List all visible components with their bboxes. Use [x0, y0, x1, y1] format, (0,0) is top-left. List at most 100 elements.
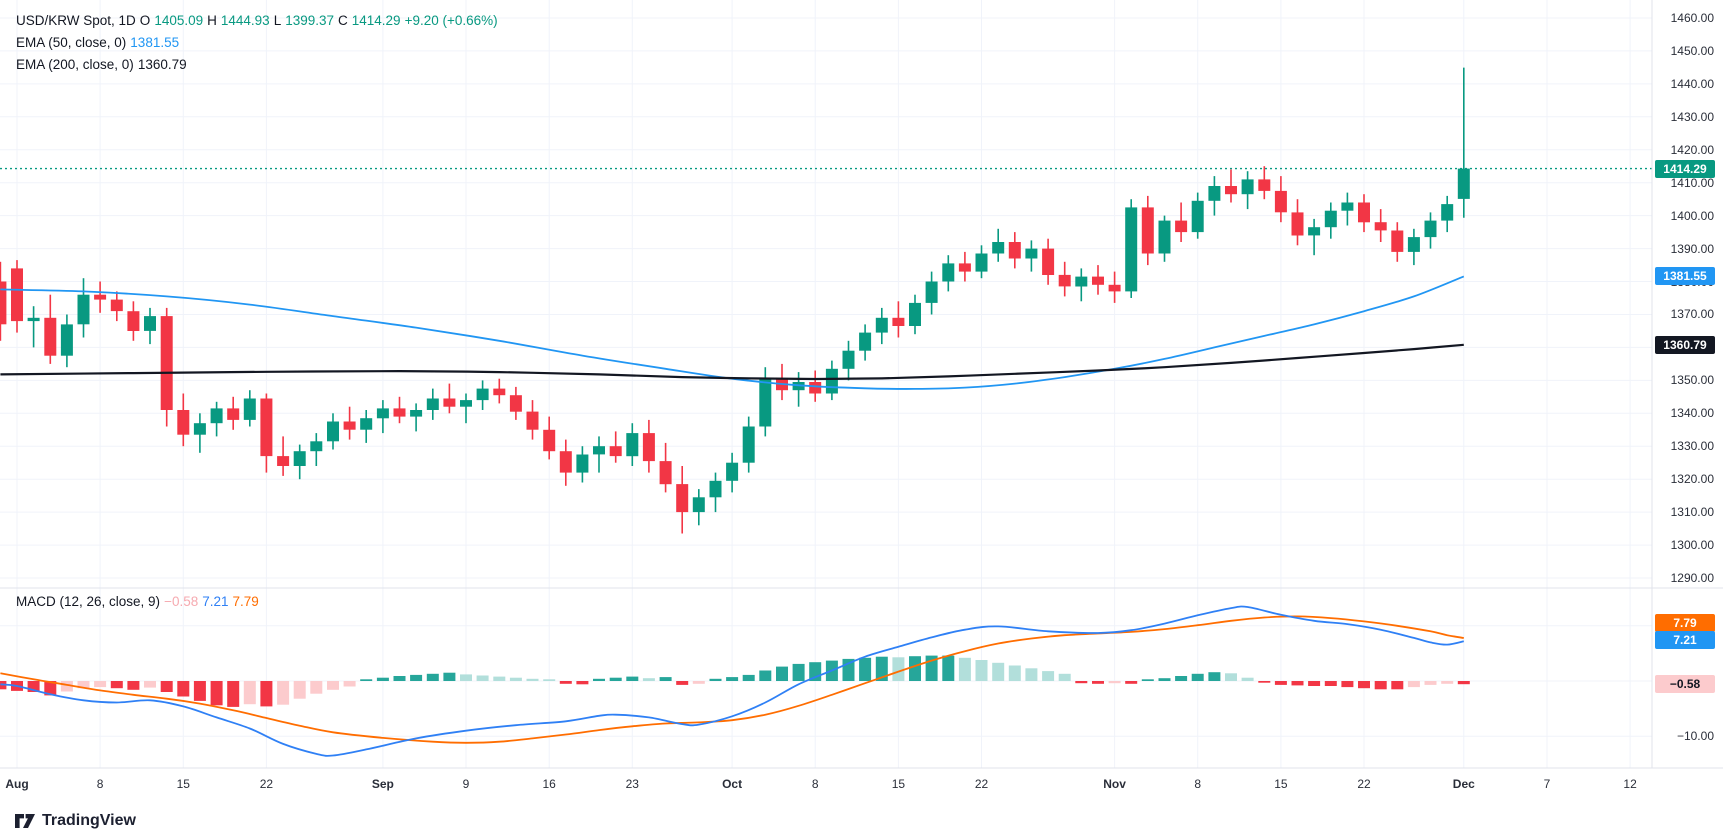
time-tick-label: 8 [96, 777, 104, 791]
macd-histogram-bar [543, 679, 556, 681]
macd-histogram-bar [177, 681, 190, 697]
macd-histogram-bar [742, 674, 755, 681]
macd-histogram-bar [726, 677, 739, 681]
symbol-title[interactable]: USD/KRW Spot, 1D [16, 13, 136, 28]
macd-histogram-bar [193, 681, 206, 701]
candle-body [160, 316, 173, 410]
candle-body [1208, 186, 1221, 201]
price-tick-label: 1340.00 [1670, 406, 1714, 421]
candle-body [626, 433, 639, 457]
ema200-value: 1360.79 [137, 57, 187, 72]
time-tick-label: 8 [811, 777, 819, 791]
candle-body [892, 317, 905, 326]
price-tick-label: 1330.00 [1670, 439, 1714, 454]
time-tick-label: 15 [1274, 777, 1288, 791]
macd-histogram-bar [759, 670, 772, 681]
candle-body [11, 268, 23, 322]
price-tick-label: 1400.00 [1670, 208, 1714, 223]
macd-histogram-bar [1324, 681, 1337, 686]
macd-legend: MACD (12, 26, close, 9) −0.58 7.21 7.79 [16, 591, 263, 613]
candle-body [1141, 207, 1154, 254]
price-axis-badge: 1381.55 [1655, 267, 1715, 286]
time-tick-label: Oct [722, 777, 743, 791]
macd-histogram-bar [144, 681, 156, 688]
price-axis-badge: 1414.29 [1655, 159, 1715, 178]
candle-body [1158, 220, 1171, 254]
macd-histogram-bar [1058, 673, 1071, 681]
time-tick-label: Nov [1103, 777, 1126, 791]
macd-histogram-bar [260, 681, 273, 707]
macd-axis-badge: −0.58 [1655, 675, 1715, 693]
ema200-label[interactable]: EMA (200, close, 0) [16, 57, 134, 72]
ema200-line [0, 343, 1464, 381]
macd-label[interactable]: MACD (12, 26, close, 9) [16, 594, 161, 609]
candle-body [1241, 179, 1254, 195]
macd-histogram-bar [1075, 681, 1088, 684]
macd-histogram-bar [460, 674, 472, 681]
tradingview-logo[interactable]: TradingView [14, 811, 136, 831]
candle-body [1191, 200, 1204, 233]
macd-histogram-bar [892, 657, 905, 681]
macd-histogram-bar [393, 676, 406, 681]
macd-histogram-bar [909, 656, 921, 681]
price-tick-label: 1420.00 [1670, 142, 1714, 157]
candle-body [410, 410, 423, 417]
candle-body [227, 408, 240, 420]
candle-body [825, 368, 838, 394]
macd-histogram-bar [1341, 681, 1354, 688]
time-tick-label: Sep [371, 777, 394, 791]
macd-histogram-bar [1191, 673, 1204, 681]
candle-body [692, 497, 705, 513]
time-tick-label: 12 [1623, 777, 1637, 791]
candle-body [509, 395, 522, 412]
price-tick-label: 1310.00 [1670, 505, 1714, 520]
candle-body [709, 480, 722, 498]
candle-body [1058, 274, 1071, 287]
macd-histogram-bar [958, 657, 971, 681]
ema50-legend-row: EMA (50, close, 0) 1381.55 [16, 32, 502, 54]
candle-body [909, 302, 921, 326]
macd-histogram-bar [859, 657, 872, 681]
candle-body [177, 410, 190, 435]
macd-histogram-bar [1407, 681, 1420, 688]
candle-body [243, 398, 256, 420]
candle-body [942, 263, 955, 282]
candle-body [1092, 276, 1104, 285]
candle-body [1291, 212, 1304, 236]
ema50-line [0, 275, 1465, 390]
ema50-label[interactable]: EMA (50, close, 0) [16, 35, 127, 50]
candle-body [0, 281, 7, 325]
price-tick-label: 1370.00 [1670, 307, 1714, 322]
overlays-layer [0, 275, 1465, 390]
macd-histogram-bar [1141, 679, 1154, 681]
macd-histogram-bar [77, 681, 90, 689]
macd-histogram-bar [642, 678, 655, 681]
price-tick-label: 1410.00 [1670, 175, 1714, 190]
macd-histogram-bar [609, 677, 622, 681]
macd-signal-value: 7.79 [232, 594, 259, 609]
candle-body [443, 398, 456, 407]
price-tick-label: 1430.00 [1670, 109, 1714, 124]
candle-body [642, 433, 655, 462]
macd-histogram-bar [1274, 681, 1287, 685]
time-tick-label: 7 [1543, 777, 1551, 791]
symbol-legend-row: USD/KRW Spot, 1D O 1405.09 H 1444.93 L 1399.37… [16, 10, 502, 32]
candle-body [559, 451, 572, 473]
macd-tick-label: −10.00 [1676, 729, 1714, 744]
candle-body [27, 317, 40, 322]
time-tick-label: 23 [625, 777, 639, 791]
candle-body [493, 388, 506, 396]
macd-histogram-bar [27, 681, 40, 692]
macd-histogram-bar [1374, 681, 1387, 690]
macd-histogram-bar [593, 678, 605, 681]
candle-body [460, 400, 472, 407]
candle-body [293, 451, 306, 466]
macd-histogram-bar [1391, 681, 1404, 690]
macd-histogram-bar [659, 677, 672, 681]
macd-histogram-bar [343, 681, 356, 687]
macd-histogram-bar [1208, 672, 1221, 681]
candle-body [1258, 179, 1271, 191]
candle-body [210, 408, 223, 424]
candle-body [659, 461, 672, 485]
